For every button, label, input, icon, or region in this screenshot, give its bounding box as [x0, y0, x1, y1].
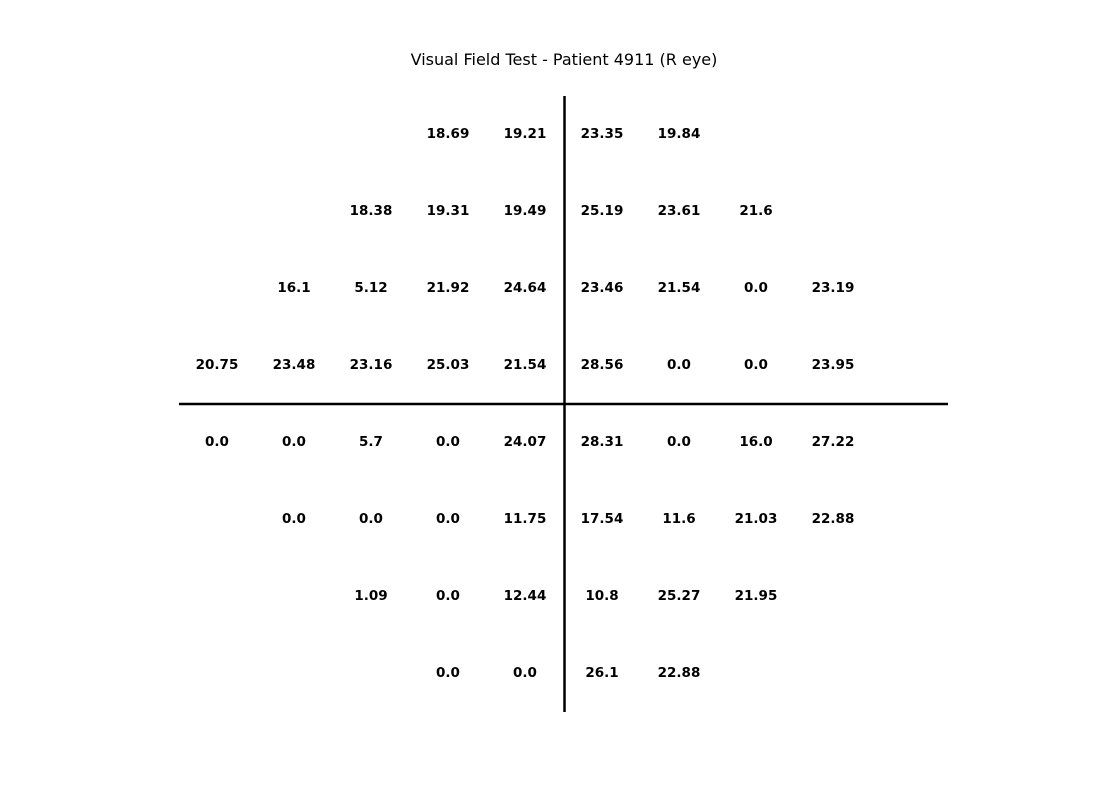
sensitivity-value-r7-c5: 26.1 — [585, 665, 618, 681]
sensitivity-value-r5-c4: 11.75 — [504, 511, 547, 527]
sensitivity-value-r4-c8: 27.22 — [812, 434, 855, 450]
sensitivity-value-r3-c4: 21.54 — [504, 357, 547, 373]
sensitivity-value-r2-c6: 21.54 — [658, 280, 701, 296]
sensitivity-value-r5-c2: 0.0 — [359, 511, 383, 527]
sensitivity-value-r2-c2: 5.12 — [354, 280, 387, 296]
sensitivity-value-r3-c8: 23.95 — [812, 357, 855, 373]
sensitivity-value-r7-c4: 0.0 — [513, 665, 537, 681]
sensitivity-value-r4-c2: 5.7 — [359, 434, 383, 450]
sensitivity-value-r7-c3: 0.0 — [436, 665, 460, 681]
sensitivity-value-r6-c4: 12.44 — [504, 588, 547, 604]
sensitivity-value-r2-c8: 23.19 — [812, 280, 855, 296]
sensitivity-value-r5-c7: 21.03 — [735, 511, 778, 527]
sensitivity-value-r3-c3: 25.03 — [427, 357, 470, 373]
sensitivity-value-r1-c7: 21.6 — [739, 203, 772, 219]
sensitivity-value-r6-c6: 25.27 — [658, 588, 701, 604]
sensitivity-value-r4-c5: 28.31 — [581, 434, 624, 450]
sensitivity-value-r6-c7: 21.95 — [735, 588, 778, 604]
sensitivity-value-r6-c5: 10.8 — [585, 588, 618, 604]
sensitivity-value-r5-c8: 22.88 — [812, 511, 855, 527]
sensitivity-value-r1-c6: 23.61 — [658, 203, 701, 219]
sensitivity-value-r2-c5: 23.46 — [581, 280, 624, 296]
sensitivity-value-r4-c7: 16.0 — [739, 434, 772, 450]
sensitivity-value-r4-c0: 0.0 — [205, 434, 229, 450]
sensitivity-value-r1-c4: 19.49 — [504, 203, 547, 219]
sensitivity-value-r3-c2: 23.16 — [350, 357, 393, 373]
sensitivity-value-r0-c4: 19.21 — [504, 126, 547, 142]
sensitivity-value-r3-c5: 28.56 — [581, 357, 624, 373]
sensitivity-value-r3-c1: 23.48 — [273, 357, 316, 373]
sensitivity-value-r1-c2: 18.38 — [350, 203, 393, 219]
sensitivity-value-r2-c1: 16.1 — [277, 280, 310, 296]
sensitivity-value-r5-c1: 0.0 — [282, 511, 306, 527]
sensitivity-value-r4-c6: 0.0 — [667, 434, 691, 450]
sensitivity-value-r5-c6: 11.6 — [662, 511, 695, 527]
sensitivity-value-r4-c3: 0.0 — [436, 434, 460, 450]
sensitivity-value-r7-c6: 22.88 — [658, 665, 701, 681]
sensitivity-value-r4-c1: 0.0 — [282, 434, 306, 450]
sensitivity-value-r1-c5: 25.19 — [581, 203, 624, 219]
sensitivity-value-r1-c3: 19.31 — [427, 203, 470, 219]
sensitivity-value-r3-c0: 20.75 — [196, 357, 239, 373]
sensitivity-value-r6-c2: 1.09 — [354, 588, 387, 604]
sensitivity-value-r6-c3: 0.0 — [436, 588, 460, 604]
sensitivity-value-r0-c6: 19.84 — [658, 126, 701, 142]
sensitivity-value-r3-c7: 0.0 — [744, 357, 768, 373]
sensitivity-value-r5-c5: 17.54 — [581, 511, 624, 527]
sensitivity-value-r2-c7: 0.0 — [744, 280, 768, 296]
sensitivity-value-r3-c6: 0.0 — [667, 357, 691, 373]
sensitivity-value-r2-c3: 21.92 — [427, 280, 470, 296]
sensitivity-value-r0-c5: 23.35 — [581, 126, 624, 142]
sensitivity-values: 18.69 19.21 23.35 19.84 18.38 19.31 19.49 25.19… — [196, 126, 855, 681]
chart-title: Visual Field Test - Patient 4911 (R eye) — [410, 50, 718, 69]
sensitivity-value-r4-c4: 24.07 — [504, 434, 547, 450]
sensitivity-value-r0-c3: 18.69 — [427, 126, 470, 142]
sensitivity-value-r2-c4: 24.64 — [504, 280, 547, 296]
sensitivity-value-r5-c3: 0.0 — [436, 511, 460, 527]
